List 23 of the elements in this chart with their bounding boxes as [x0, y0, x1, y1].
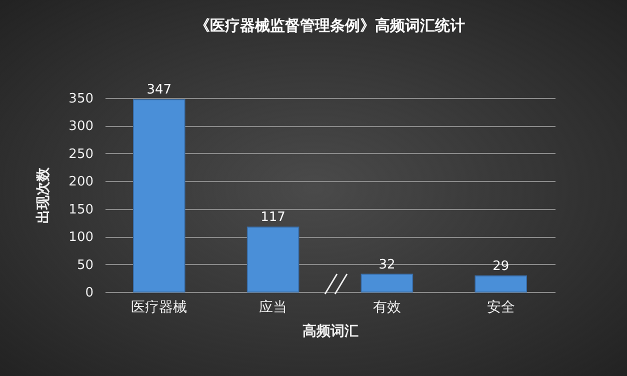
- data-label: 32: [378, 257, 396, 272]
- x-tick-label: 安全: [486, 300, 515, 316]
- x-tick-label: 医疗器械: [131, 300, 188, 316]
- y-tick-label: 0: [85, 286, 94, 300]
- y-tick-label: 200: [68, 174, 94, 190]
- x-tick-label: 应当: [259, 300, 288, 316]
- y-tick-label: 150: [68, 202, 94, 218]
- x-axis-title: 高频词汇: [302, 322, 358, 340]
- data-label: 347: [146, 82, 172, 98]
- y-tick-label: 300: [68, 119, 94, 134]
- y-tick-label: 350: [68, 92, 94, 106]
- data-label: 117: [260, 210, 286, 226]
- bar: [360, 274, 414, 292]
- bar: [246, 226, 300, 292]
- bar: [474, 275, 528, 292]
- y-tick-label: 250: [68, 146, 94, 162]
- bar: [132, 99, 186, 292]
- data-label: 29: [492, 258, 510, 274]
- y-tick-label: 50: [76, 258, 94, 273]
- y-tick-label: 100: [68, 230, 94, 246]
- x-tick-label: 有效: [372, 300, 401, 316]
- y-axis-title: 出现次数: [36, 166, 52, 224]
- chart-title: 《医疗器械监督管理条例》高频词汇统计: [195, 16, 465, 35]
